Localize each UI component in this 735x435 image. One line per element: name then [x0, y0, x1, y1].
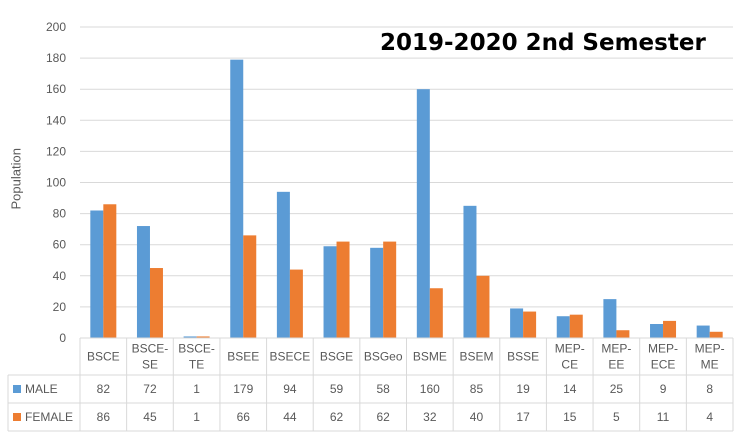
y-tick-label: 140: [46, 113, 66, 127]
bar-female: [476, 275, 490, 338]
bar-female: [709, 331, 723, 338]
y-tick-label: 120: [46, 144, 66, 158]
bar-male: [603, 299, 617, 338]
bar-male: [276, 191, 290, 338]
table-value: 11: [657, 410, 670, 424]
bar-female: [196, 336, 210, 338]
category-label: CE: [561, 358, 578, 372]
category-label: MEP-: [601, 342, 631, 356]
category-label: ECE: [651, 358, 676, 372]
table-value: 179: [233, 382, 253, 396]
category-label: BSGE: [320, 350, 353, 364]
bar-male: [230, 59, 244, 338]
y-tick-label: 100: [46, 176, 66, 190]
table-value: 59: [330, 382, 344, 396]
table-value: 62: [330, 410, 344, 424]
table-value: 19: [516, 382, 530, 396]
category-label: EE: [608, 358, 624, 372]
bar-female: [336, 241, 350, 338]
y-axis-label: Population: [8, 148, 24, 210]
y-tick-label: 200: [46, 20, 66, 34]
table-value: 17: [516, 410, 530, 424]
table-value: 15: [563, 410, 577, 424]
table-value: 40: [470, 410, 484, 424]
table-value: 58: [376, 382, 390, 396]
category-label: SE: [142, 358, 158, 372]
bar-male: [463, 205, 477, 338]
y-tick-label: 60: [53, 238, 67, 252]
category-label: BSSE: [507, 350, 539, 364]
category-label: MEP-: [648, 342, 678, 356]
y-tick-label: 40: [53, 269, 67, 283]
bar-male: [183, 336, 197, 338]
table-value: 86: [97, 410, 111, 424]
category-label: BSEE: [227, 350, 259, 364]
bar-female: [429, 288, 443, 338]
bar-male: [90, 210, 104, 338]
bar-male: [696, 325, 710, 338]
bar-female: [289, 269, 303, 338]
category-label: TE: [189, 358, 204, 372]
table-value: 32: [423, 410, 437, 424]
table-value: 160: [420, 382, 440, 396]
y-tick-label: 180: [46, 51, 66, 65]
bar-female: [523, 311, 537, 338]
table-value: 62: [376, 410, 390, 424]
table-value: 66: [237, 410, 251, 424]
bar-male: [136, 226, 150, 338]
bar-male: [370, 247, 384, 338]
table-value: 8: [706, 382, 713, 396]
category-label: ME: [701, 358, 719, 372]
bar-male: [323, 246, 337, 338]
table-value: 85: [470, 382, 484, 396]
bar-female: [383, 241, 397, 338]
table-value: 4: [706, 410, 713, 424]
legend-key-male: [13, 385, 21, 393]
table-value: 14: [563, 382, 577, 396]
category-label: MEP-: [695, 342, 725, 356]
table-value: 5: [613, 410, 620, 424]
table-value: 25: [610, 382, 624, 396]
category-label: MEP-: [555, 342, 585, 356]
bar-female: [149, 268, 163, 338]
bar-male: [556, 316, 570, 338]
table-value: 72: [143, 382, 157, 396]
bar-female: [616, 330, 630, 338]
table-value: 1: [193, 410, 200, 424]
y-tick-label: 0: [59, 331, 66, 345]
category-label: BSECE: [270, 350, 311, 364]
table-value: 45: [143, 410, 157, 424]
bar-male: [650, 324, 664, 338]
y-tick-label: 160: [46, 82, 66, 96]
y-tick-label: 20: [53, 300, 67, 314]
chart-title: 2019-2020 2nd Semester: [380, 30, 706, 56]
data-table: BSCE BSCE- SE BSCE- TE BSEE BSECE BSGE BSGeo BSME…: [7, 337, 734, 432]
category-label: BSCE-: [178, 342, 215, 356]
y-tick-labels: 0 20 40 60 80 100 120 140 160 180 200: [46, 20, 66, 345]
bar-female: [103, 204, 117, 338]
table-value: 44: [283, 410, 297, 424]
bar-male: [510, 308, 524, 338]
table-value: 9: [660, 382, 667, 396]
bars: [90, 59, 723, 338]
legend-key-female: [13, 413, 21, 421]
bar-female: [243, 235, 257, 338]
category-label: BSEM: [459, 350, 493, 364]
bar-male: [416, 89, 430, 338]
category-label: BSGeo: [364, 350, 403, 364]
category-label: BSCE-: [132, 342, 169, 356]
legend-label-male: MALE: [25, 382, 58, 396]
category-label: BSME: [413, 350, 447, 364]
table-value: 94: [283, 382, 297, 396]
table-value: 82: [97, 382, 111, 396]
gridlines: [80, 26, 733, 308]
y-tick-label: 80: [53, 207, 67, 221]
bar-female: [569, 314, 583, 338]
table-value: 1: [193, 382, 200, 396]
category-label: BSCE: [87, 350, 120, 364]
bar-female: [663, 320, 677, 338]
legend-label-female: FEMALE: [25, 410, 73, 424]
